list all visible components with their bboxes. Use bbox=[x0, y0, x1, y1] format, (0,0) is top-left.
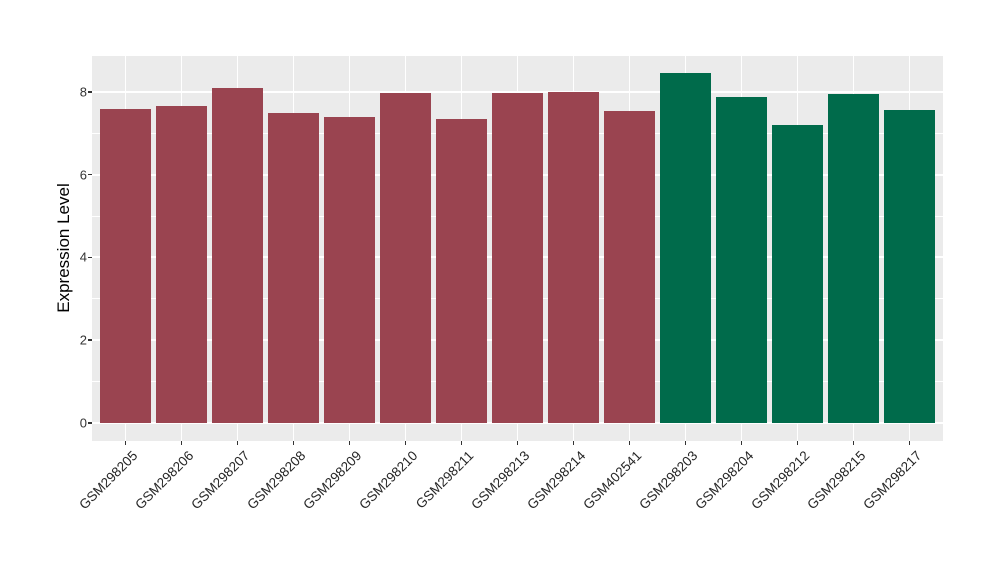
x-tick-mark bbox=[236, 441, 239, 445]
x-tick-label: GSM298207 bbox=[187, 448, 253, 513]
x-tick-label: GSM298208 bbox=[243, 448, 309, 513]
bar bbox=[212, 88, 263, 423]
bar bbox=[268, 112, 319, 423]
bar bbox=[828, 93, 879, 423]
bar bbox=[324, 116, 375, 423]
y-tick-label: 0 bbox=[79, 415, 87, 431]
bar bbox=[436, 119, 487, 423]
x-tick-label: GSM298206 bbox=[131, 448, 197, 513]
x-tick-mark bbox=[740, 441, 743, 445]
bar bbox=[156, 106, 207, 423]
x-tick-label: GSM298209 bbox=[299, 448, 365, 513]
y-tick-label: 4 bbox=[79, 249, 87, 265]
y-tick-label: 6 bbox=[79, 167, 87, 183]
x-tick-label: GSM298212 bbox=[747, 448, 813, 513]
x-tick-label: GSM298203 bbox=[635, 448, 701, 513]
bar bbox=[492, 93, 543, 423]
x-tick-mark bbox=[180, 441, 183, 445]
x-tick-mark bbox=[516, 441, 519, 445]
x-tick-mark bbox=[684, 441, 687, 445]
x-tick-label: GSM298214 bbox=[523, 448, 589, 513]
x-tick-mark bbox=[852, 441, 855, 445]
x-tick-mark bbox=[796, 441, 799, 445]
x-tick-mark bbox=[460, 441, 463, 445]
y-tick-mark bbox=[88, 422, 92, 424]
y-axis-title: Expression Level bbox=[54, 183, 73, 313]
bar bbox=[716, 97, 767, 423]
x-tick-label: GSM298205 bbox=[75, 448, 141, 513]
y-tick-mark bbox=[88, 339, 92, 341]
x-tick-label: GSM298213 bbox=[467, 448, 533, 513]
bar bbox=[548, 91, 599, 423]
x-tick-mark bbox=[292, 441, 295, 445]
y-tick-mark bbox=[88, 91, 92, 93]
bar bbox=[100, 109, 151, 423]
bar bbox=[772, 124, 823, 423]
x-tick-mark bbox=[908, 441, 911, 445]
x-tick-label: GSM402541 bbox=[579, 448, 645, 513]
x-tick-label: GSM298210 bbox=[355, 448, 421, 513]
y-tick-label: 8 bbox=[79, 84, 87, 100]
bar bbox=[884, 110, 935, 423]
bar bbox=[380, 93, 431, 423]
bar bbox=[660, 73, 711, 423]
y-tick-mark bbox=[88, 173, 92, 176]
y-tick-label: 2 bbox=[79, 332, 87, 348]
x-tick-label: GSM298217 bbox=[859, 448, 925, 513]
x-tick-mark bbox=[628, 441, 631, 445]
y-tick-mark bbox=[88, 256, 92, 259]
x-tick-label: GSM298211 bbox=[412, 448, 477, 512]
bar bbox=[604, 111, 655, 423]
x-tick-label: GSM298204 bbox=[691, 448, 757, 513]
x-tick-mark bbox=[348, 441, 351, 445]
x-tick-label: GSM298215 bbox=[803, 448, 869, 513]
x-tick-mark bbox=[124, 441, 127, 445]
x-tick-mark bbox=[404, 441, 407, 445]
x-tick-mark bbox=[572, 441, 575, 445]
